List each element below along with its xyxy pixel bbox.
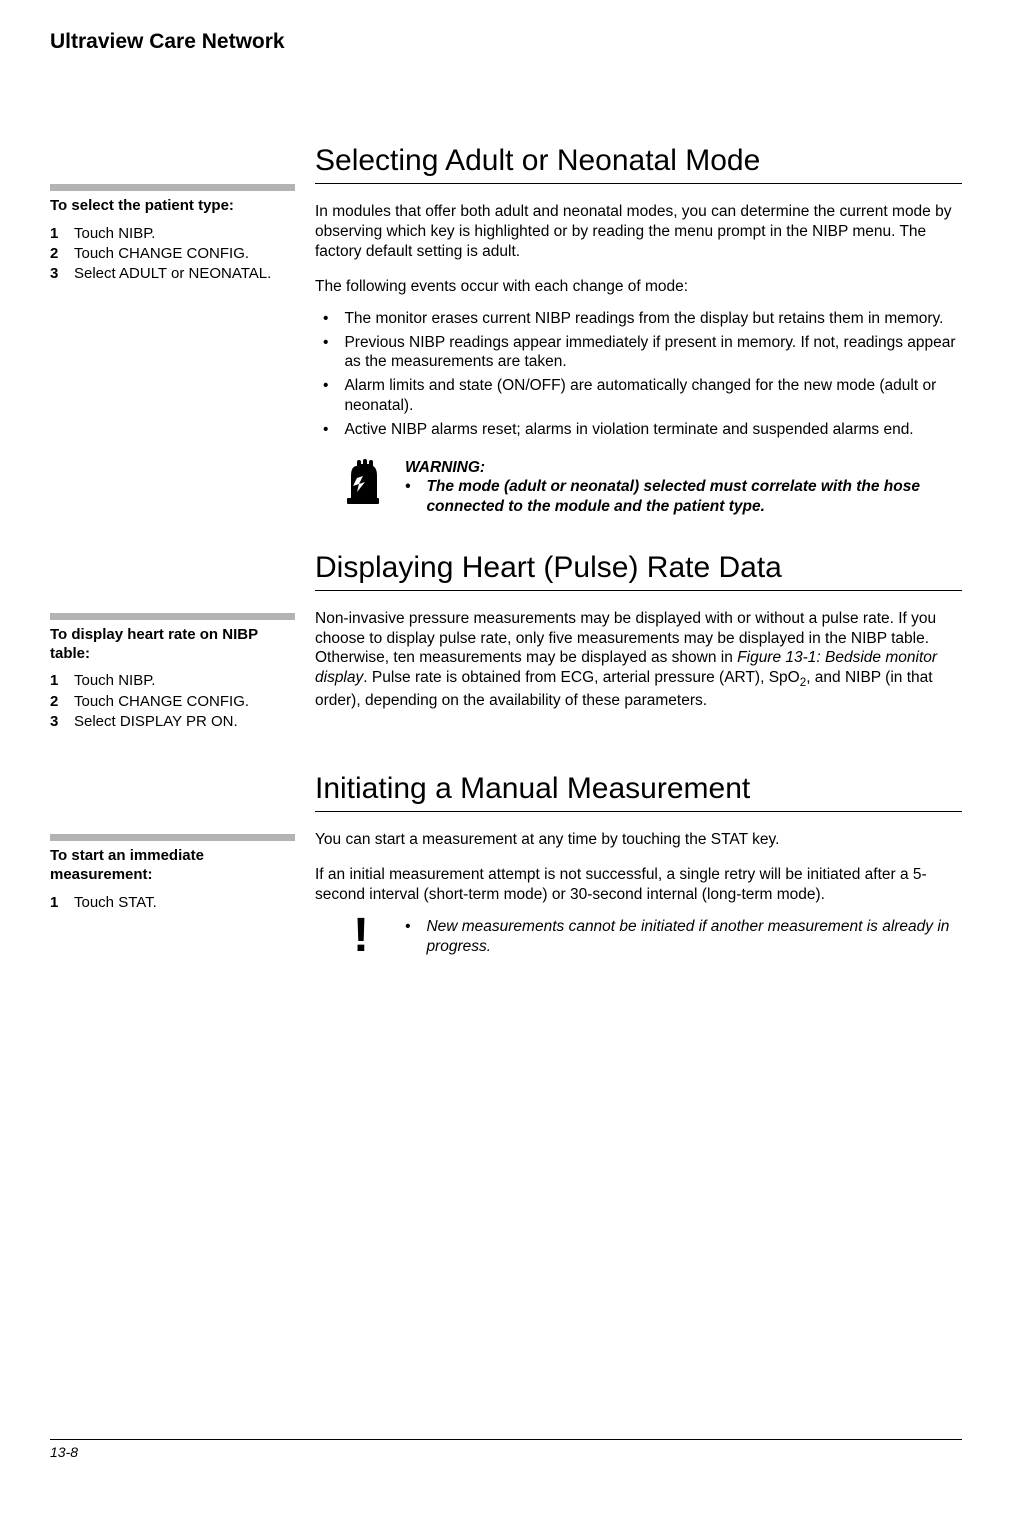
- note-callout: ! • New measurements cannot be initiated …: [343, 917, 962, 961]
- step-text: Touch NIBP.: [74, 224, 155, 244]
- step-number: 2: [50, 244, 60, 264]
- step-text: Touch CHANGE CONFIG.: [74, 244, 249, 264]
- step-number: 1: [50, 893, 60, 913]
- step-number: 2: [50, 692, 60, 712]
- warning-callout: WARNING: • The mode (adult or neonatal) s…: [343, 458, 962, 521]
- section-rule: [315, 811, 962, 812]
- step-text: Touch NIBP.: [74, 671, 155, 691]
- sidebar-step: 1 Touch NIBP.: [50, 671, 295, 691]
- bullet-list: • The monitor erases current NIBP reading…: [315, 309, 962, 440]
- page-footer: 13-8: [50, 1439, 962, 1460]
- sidebar-title-patient-type: To select the patient type:: [50, 197, 295, 216]
- sidebar-step: 3 Select DISPLAY PR ON.: [50, 712, 295, 732]
- list-item: • Active NIBP alarms reset; alarms in vio…: [323, 420, 962, 440]
- text-run: . Pulse rate is obtained from ECG, arter…: [363, 669, 799, 686]
- sidebar-step: 3 Select ADULT or NEONATAL.: [50, 264, 295, 284]
- sidebar-rule: [50, 184, 295, 191]
- bullet-marker: •: [323, 420, 328, 440]
- page-number: 13-8: [50, 1444, 78, 1460]
- bullet-text: Active NIBP alarms reset; alarms in viol…: [344, 420, 913, 440]
- section-title-heart-rate: Displaying Heart (Pulse) Rate Data: [315, 551, 962, 584]
- step-number: 3: [50, 712, 60, 732]
- section-title-selecting-mode: Selecting Adult or Neonatal Mode: [315, 144, 962, 177]
- sidebar-block-heart-rate: To display heart rate on NIBP table: 1 To…: [50, 613, 295, 732]
- sidebar-step: 2 Touch CHANGE CONFIG.: [50, 244, 295, 264]
- list-item: • The monitor erases current NIBP reading…: [323, 309, 962, 329]
- bullet-marker: •: [323, 333, 328, 373]
- bullet-marker: •: [323, 309, 328, 329]
- warning-hand-icon: [343, 458, 385, 511]
- page-header-title: Ultraview Care Network: [50, 30, 962, 54]
- list-item: • Alarm limits and state (ON/OFF) are aut…: [323, 376, 962, 416]
- sidebar-title-immediate: To start an immediate measurement:: [50, 847, 295, 885]
- body-paragraph: In modules that offer both adult and neo…: [315, 202, 962, 261]
- sidebar-step: 1 Touch NIBP.: [50, 224, 295, 244]
- exclamation-icon: !: [343, 917, 379, 955]
- sidebar-step: 2 Touch CHANGE CONFIG.: [50, 692, 295, 712]
- body-paragraph: You can start a measurement at any time …: [315, 830, 962, 850]
- bullet-marker: •: [405, 477, 410, 517]
- sidebar-title-heart-rate: To display heart rate on NIBP table:: [50, 626, 295, 664]
- step-number: 1: [50, 671, 60, 691]
- step-text: Select ADULT or NEONATAL.: [74, 264, 271, 284]
- bullet-text: Alarm limits and state (ON/OFF) are auto…: [344, 376, 962, 416]
- bullet-text: Previous NIBP readings appear immediatel…: [344, 333, 962, 373]
- body-paragraph: The following events occur with each cha…: [315, 277, 962, 297]
- list-item: • Previous NIBP readings appear immediate…: [323, 333, 962, 373]
- step-number: 1: [50, 224, 60, 244]
- sidebar-rule: [50, 834, 295, 841]
- warning-text: The mode (adult or neonatal) selected mu…: [426, 477, 962, 517]
- section-title-manual-measurement: Initiating a Manual Measurement: [315, 772, 962, 805]
- body-paragraph: If an initial measurement attempt is not…: [315, 865, 962, 905]
- step-text: Touch CHANGE CONFIG.: [74, 692, 249, 712]
- sidebar-step: 1 Touch STAT.: [50, 893, 295, 913]
- step-number: 3: [50, 264, 60, 284]
- note-text: New measurements cannot be initiated if …: [426, 917, 962, 957]
- step-text: Select DISPLAY PR ON.: [74, 712, 238, 732]
- sidebar-rule: [50, 613, 295, 620]
- sidebar-block-patient-type: To select the patient type: 1 Touch NIBP.…: [50, 184, 295, 285]
- warning-label: WARNING:: [405, 458, 962, 477]
- bullet-marker: •: [405, 917, 410, 957]
- sidebar-block-immediate: To start an immediate measurement: 1 Touc…: [50, 834, 295, 913]
- bullet-text: The monitor erases current NIBP readings…: [344, 309, 943, 329]
- section-rule: [315, 183, 962, 184]
- body-paragraph: Non-invasive pressure measurements may b…: [315, 609, 962, 711]
- bullet-marker: •: [323, 376, 328, 416]
- step-text: Touch STAT.: [74, 893, 157, 913]
- section-rule: [315, 590, 962, 591]
